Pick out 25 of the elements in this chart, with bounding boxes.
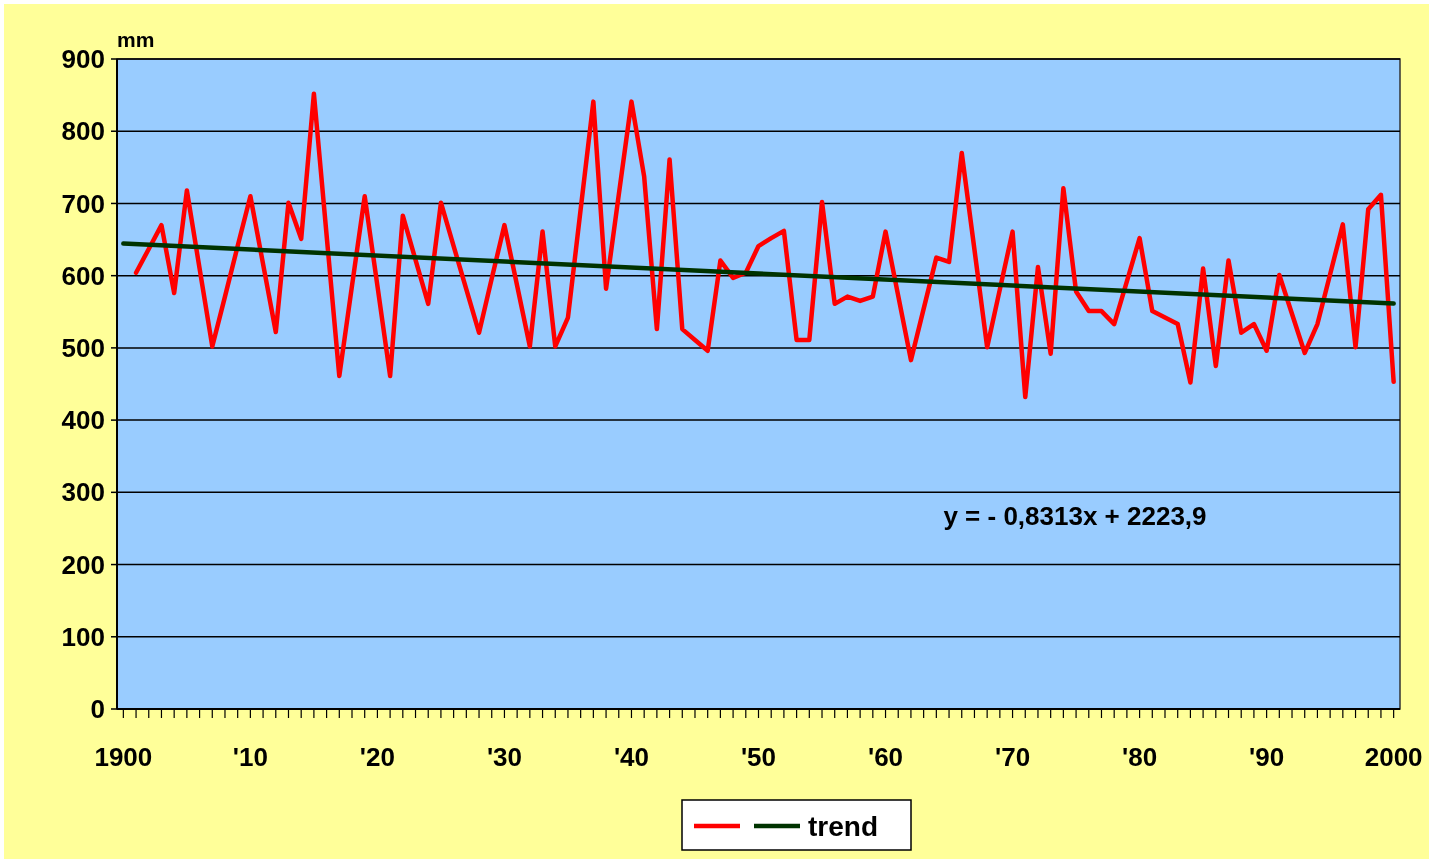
x-tick-label: '80	[1122, 742, 1158, 772]
x-tick-label: '90	[1249, 742, 1285, 772]
y-tick-label: 900	[61, 44, 105, 75]
x-tick-label: '40	[613, 742, 650, 772]
y-tick-label: 400	[61, 405, 105, 436]
line-series	[133, 91, 1396, 400]
y-axis-title: mm	[117, 28, 155, 51]
y-tick-label: 0	[90, 694, 105, 725]
x-tick-label: '50	[740, 742, 777, 772]
y-tick-label: 500	[61, 332, 105, 363]
y-tick-label: 300	[61, 477, 105, 508]
x-tick-label: '60	[867, 742, 904, 772]
x-tick-label: 2000	[1364, 742, 1423, 772]
annotation: y = - 0,8313x + 2223,9	[943, 501, 1207, 531]
x-tick-label: '20	[359, 742, 395, 772]
x-tick-label: 1900	[94, 742, 153, 772]
y-tick-label: 200	[61, 549, 105, 580]
x-tick-label: '70	[995, 742, 1031, 772]
x-tick-label: '30	[486, 742, 522, 772]
legend-label: trend	[808, 810, 878, 842]
y-tick-label: 600	[61, 260, 105, 291]
y-tick-label: 100	[61, 621, 105, 652]
x-tick-label: '10	[232, 742, 268, 772]
y-tick-label: 700	[61, 188, 105, 219]
y-tick-label: 800	[61, 116, 105, 147]
